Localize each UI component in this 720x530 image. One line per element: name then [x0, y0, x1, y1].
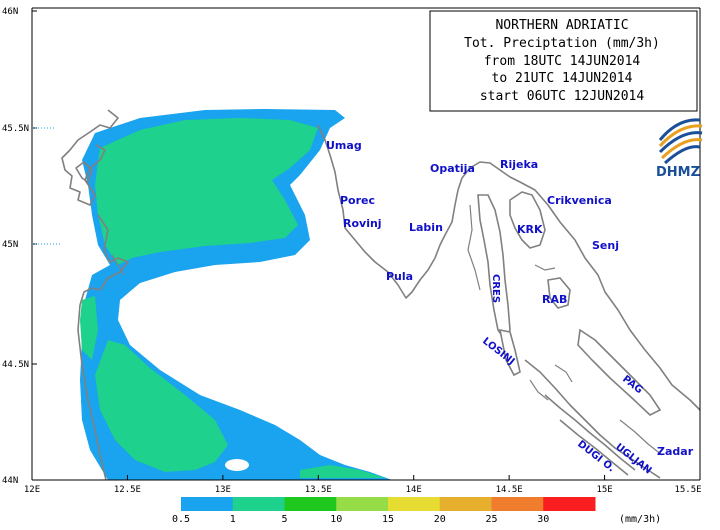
x-tick-label: 13E [215, 485, 231, 495]
dhmz-swirl-icon [658, 118, 703, 165]
place-senj: Senj [592, 239, 619, 252]
title-line-4: to 21UTC 14JUN2014 [492, 71, 633, 86]
legend-label: 1 [230, 514, 236, 525]
place-cres: CRES [490, 274, 501, 303]
title-box: NORTHERN ADRIATIC Tot. Preciptation (mm/… [429, 10, 698, 112]
place-opatija: Opatija [430, 162, 475, 175]
legend-swatch [388, 497, 441, 511]
y-tick-label: 45.5N [2, 124, 29, 134]
x-tick-label: 15E [596, 485, 612, 495]
title-line-5: start 06UTC 12JUN2014 [480, 89, 645, 104]
legend-label: 30 [537, 514, 549, 525]
legend-swatch [439, 497, 492, 511]
place-rovinj: Rovinj [343, 217, 382, 230]
y-tick-labels: 46N 45.5N 45N 44.5N 44N [2, 7, 37, 486]
title-line-2: Tot. Preciptation (mm/3h) [464, 36, 660, 51]
legend-label: 10 [330, 514, 342, 525]
legend-swatch [232, 497, 285, 511]
place-pula: Pula [386, 270, 413, 283]
y-tick-label: 44.5N [2, 360, 29, 370]
precip-moderate-region [80, 118, 385, 478]
place-rab: RAB [542, 293, 567, 306]
place-umag: Umag [326, 139, 362, 152]
legend-swatch [284, 497, 337, 511]
precip-gap [225, 459, 249, 471]
legend-unit: (mm/3h) [619, 514, 661, 525]
dhmz-logo-text: DHMZ [656, 165, 700, 180]
legend-swatch [336, 497, 389, 511]
legend-label: 0.5 [172, 514, 190, 525]
y-tick-label: 46N [2, 7, 18, 17]
dhmz-logo: DHMZ [656, 118, 703, 180]
place-krk: KRK [517, 223, 543, 236]
y-tick-label: 44N [2, 476, 18, 486]
legend-swatch [181, 497, 234, 511]
place-porec: Porec [340, 194, 375, 207]
croatian-coastline [317, 124, 701, 479]
x-tick-label: 13.5E [305, 485, 332, 495]
x-tick-label: 14.5E [496, 485, 523, 495]
place-rijeka: Rijeka [500, 158, 538, 171]
x-tick-label: 15.5E [674, 485, 701, 495]
title-line-3: from 18UTC 14JUN2014 [484, 54, 641, 69]
y-tick-label: 45N [2, 240, 18, 250]
italian-coastline [61, 109, 129, 481]
place-labin: Labin [409, 221, 443, 234]
place-zadar: Zadar [657, 445, 694, 458]
legend-swatch [543, 497, 596, 511]
legend-label: 15 [382, 514, 394, 525]
x-tick-label: 12.5E [114, 485, 141, 495]
legend-label: 25 [485, 514, 497, 525]
x-tick-labels: 12E 12.5E 13E 13.5E 14E 14.5E 15E 15.5E [24, 475, 702, 495]
title-line-1: NORTHERN ADRIATIC [495, 18, 628, 33]
legend-label: 20 [434, 514, 446, 525]
legend-swatch [491, 497, 544, 511]
place-crikvenica: Crikvenica [547, 194, 612, 207]
x-tick-label: 12E [24, 485, 40, 495]
precipitation-legend: 0.5 1 5 10 15 20 25 30 [172, 497, 596, 525]
x-tick-label: 14E [406, 485, 422, 495]
legend-label: 5 [281, 514, 287, 525]
